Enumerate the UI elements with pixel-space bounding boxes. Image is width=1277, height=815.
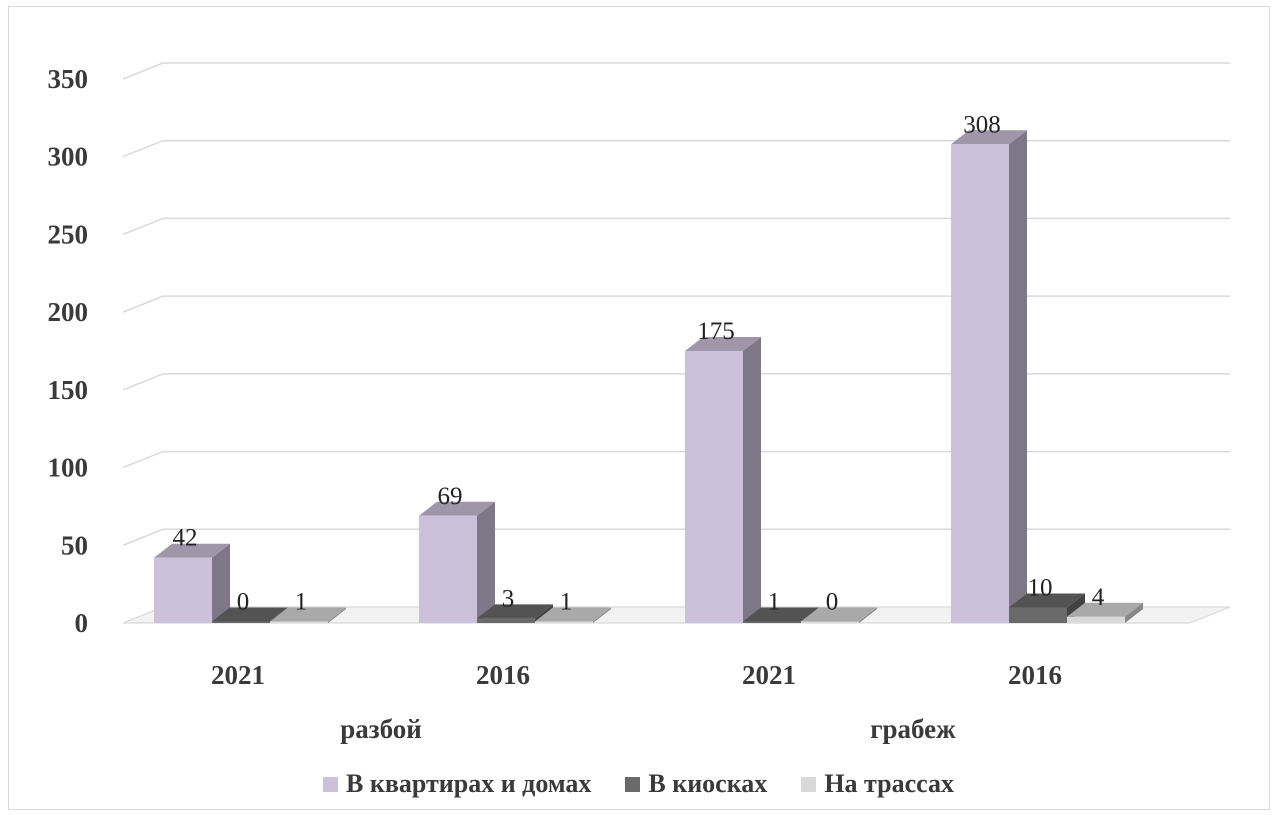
bar-side (212, 543, 230, 623)
gridline (122, 139, 1230, 158)
bar-top (477, 604, 553, 619)
bar-front (801, 621, 859, 623)
bar (801, 607, 877, 623)
bar-front (951, 144, 1009, 623)
y-axis-ticks: 0 50 100 150 200 250 300 350 (48, 64, 89, 638)
y-tick-label: 300 (48, 142, 89, 172)
gridline (122, 528, 1230, 546)
bar-top (951, 130, 1027, 145)
bar-front (477, 618, 535, 623)
x-group-label: грабеж (870, 714, 956, 744)
data-label: 69 (438, 483, 463, 510)
gridline (122, 373, 1230, 391)
bar-top (801, 607, 877, 622)
legend-item-series-0: В квартирах и домах (323, 769, 591, 799)
bar-top (743, 607, 819, 622)
bar-top (1009, 593, 1085, 608)
x-tick-label: 2016 (476, 660, 530, 690)
data-label: 10 (1028, 574, 1053, 601)
bar-front (1009, 607, 1067, 623)
bar-front (154, 557, 212, 623)
bar-front (270, 621, 328, 623)
bar-front (1067, 616, 1125, 623)
bar-front (212, 621, 270, 623)
data-label: 308 (963, 111, 1001, 138)
bar (951, 130, 1027, 623)
bar (270, 607, 346, 623)
bar (1009, 593, 1085, 623)
bar-top (212, 607, 288, 622)
bar-side (328, 607, 346, 623)
data-label: 1 (560, 588, 573, 615)
bar-top (685, 337, 761, 351)
bar-front (685, 351, 743, 623)
bars (154, 130, 1143, 623)
x-axis-ticks: 2021 2016 2021 2016 (211, 660, 1062, 690)
x-group-label: разбой (340, 714, 422, 744)
y-tick-label: 350 (48, 64, 89, 94)
legend-label-series-0: В квартирах и домах (346, 769, 592, 798)
gridline (122, 62, 1230, 80)
x-axis-group-labels: разбой грабеж (340, 714, 956, 744)
bar (419, 501, 495, 623)
y-tick-label: 200 (48, 297, 89, 327)
legend-item-series-1: В киосках (625, 769, 767, 799)
bar-top (419, 501, 495, 516)
data-label: 3 (502, 585, 515, 612)
gridline (122, 295, 1230, 313)
legend-item-series-2: На трассах (801, 769, 954, 799)
data-label: 1 (768, 588, 781, 615)
y-tick-label: 50 (61, 530, 88, 560)
y-tick-label: 150 (48, 375, 89, 405)
data-label: 0 (826, 589, 839, 616)
bar-top (1067, 602, 1143, 617)
bar (1067, 602, 1143, 623)
bar (685, 337, 761, 623)
legend-label-series-1: В киосках (648, 769, 768, 798)
bar-side (743, 337, 761, 623)
bar-front (743, 621, 801, 623)
bar-side (1125, 602, 1143, 623)
bar-side (1009, 130, 1027, 623)
y-tick-label: 250 (48, 219, 89, 249)
legend-swatch-series-2 (801, 776, 817, 792)
legend-label-series-2: На трассах (824, 769, 954, 798)
y-tick-label: 0 (75, 608, 89, 638)
bar-front (535, 621, 593, 623)
bar (535, 607, 611, 623)
bar-top (270, 607, 346, 622)
y-tick-label: 100 (48, 453, 89, 483)
data-label: 4 (1092, 584, 1105, 611)
gridline (122, 450, 1230, 469)
bar (154, 543, 230, 623)
gridline (122, 217, 1230, 236)
legend-swatch-series-1 (625, 776, 641, 792)
data-label: 175 (697, 318, 735, 345)
bar-side (593, 607, 611, 623)
legend: В квартирах и домах В киосках На трассах (0, 766, 1277, 802)
bar-top (154, 543, 230, 558)
x-tick-label: 2021 (211, 660, 265, 690)
bar-top (535, 607, 611, 622)
legend-swatch-series-0 (323, 776, 338, 792)
data-label: 0 (237, 589, 250, 616)
data-label: 1 (295, 588, 308, 615)
bar-side (859, 607, 877, 623)
bar-front (419, 515, 477, 623)
x-tick-label: 2021 (742, 660, 796, 690)
data-label: 42 (173, 525, 198, 552)
bar-side (477, 501, 495, 623)
x-tick-label: 2016 (1008, 660, 1062, 690)
gridlines (122, 62, 1230, 546)
